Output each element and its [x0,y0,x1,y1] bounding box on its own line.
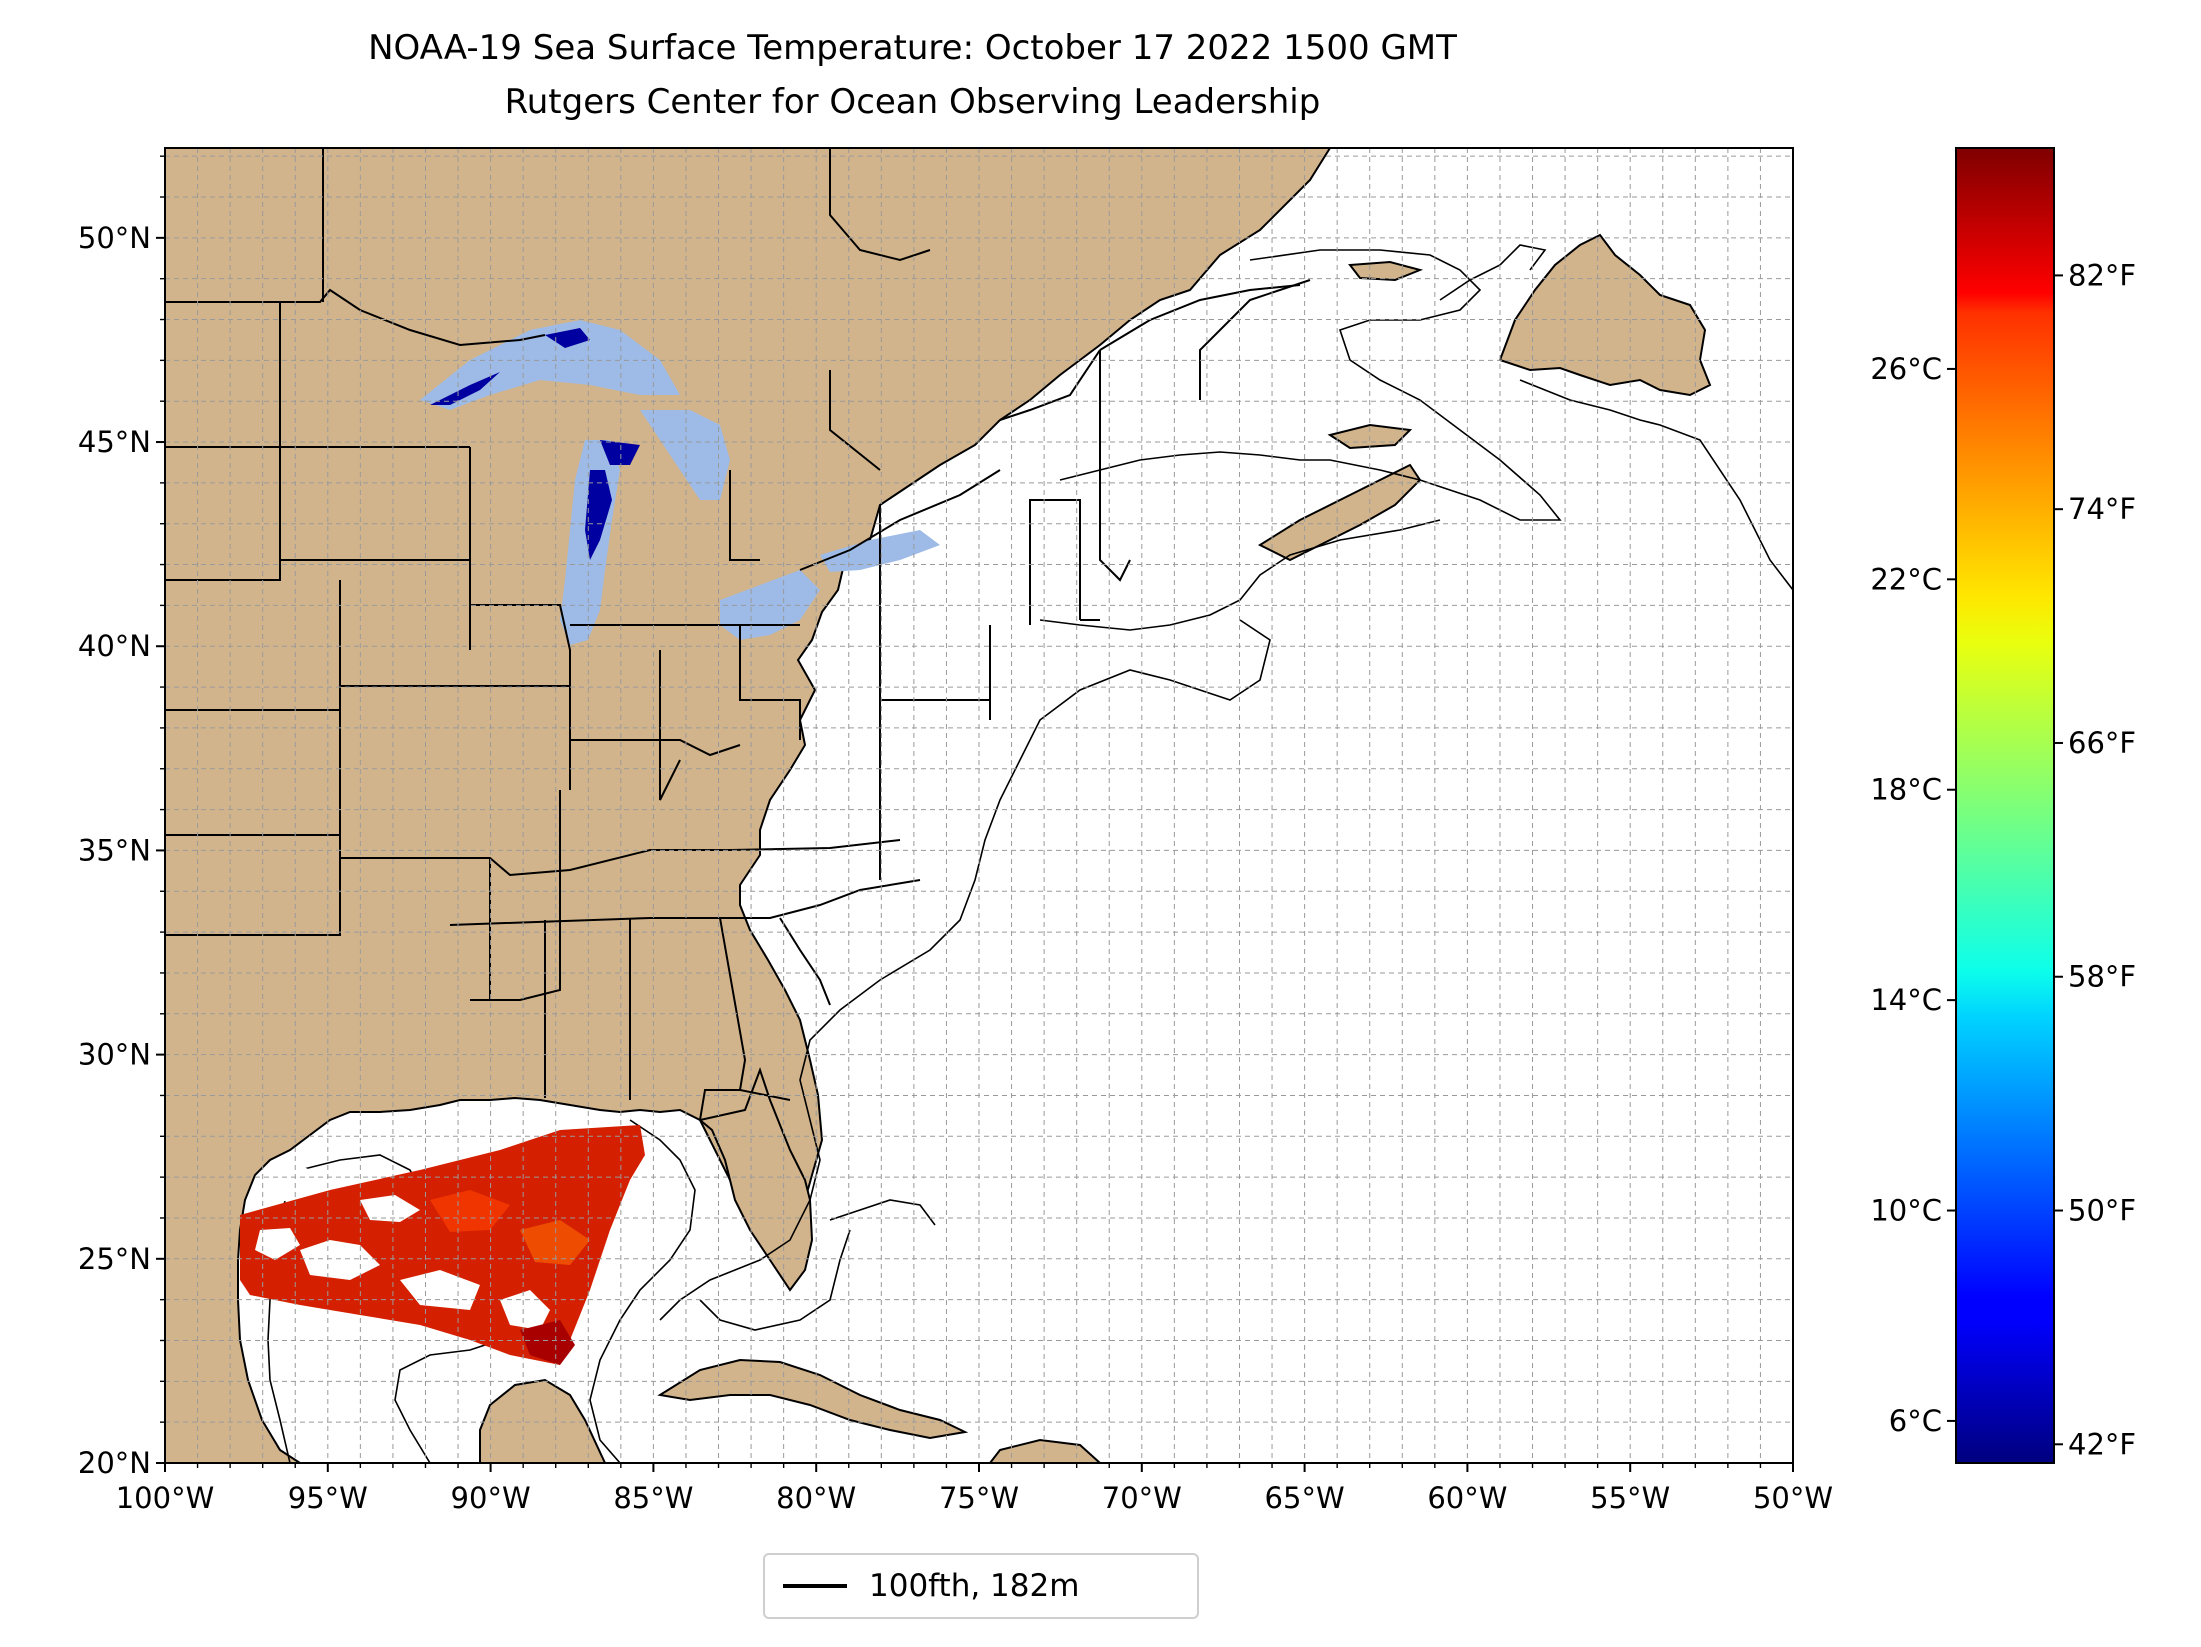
lon-tick-label: 95°W [288,1481,368,1515]
latitude-axis: 20°N 25°N 30°N 35°N 40°N 45°N 50°N [78,155,165,1480]
celsius-tick-label: 18°C [1870,773,1942,807]
colorbar-fahrenheit-ticks: 42°F 50°F 58°F 66°F 74°F 82°F [2054,258,2136,1461]
legend: 100fth, 182m [763,1553,1199,1619]
lat-tick-label: 25°N [78,1242,151,1276]
land-cuba [657,1358,969,1440]
sst-swath [240,1125,645,1365]
fahrenheit-tick-label: 74°F [2068,492,2136,526]
legend-label: 100fth, 182m [869,1568,1080,1604]
lon-tick-label: 85°W [613,1481,693,1515]
celsius-tick-label: 22°C [1870,562,1942,596]
lon-tick-label: 80°W [776,1481,856,1515]
celsius-tick-label: 10°C [1870,1194,1942,1228]
lon-tick-label: 70°W [1102,1481,1182,1515]
colorbar [1955,147,2055,1464]
fahrenheit-tick-label: 58°F [2068,960,2136,994]
lon-tick-label: 55°W [1590,1481,1670,1515]
lat-tick-label: 20°N [78,1446,151,1480]
map-subtitle: Rutgers Center for Ocean Observing Leade… [504,82,1321,122]
map-panel [165,148,1793,1463]
lat-tick-label: 40°N [78,629,151,663]
lon-tick-label: 100°W [116,1481,215,1515]
map-title: NOAA-19 Sea Surface Temperature: October… [368,28,1457,68]
celsius-tick-label: 26°C [1870,352,1942,386]
lat-tick-label: 35°N [78,833,151,867]
map-gridlines [165,148,1793,1463]
lon-tick-label: 60°W [1427,1481,1507,1515]
lat-tick-label: 30°N [78,1038,151,1072]
celsius-tick-label: 14°C [1870,983,1942,1017]
lat-tick-label: 45°N [78,425,151,459]
legend-line-swatch [783,1584,847,1588]
lon-tick-label: 75°W [939,1481,1019,1515]
lake-sst-speckle [430,328,640,560]
land-florida [697,1067,814,1292]
lat-tick-label: 50°N [78,221,151,255]
lon-tick-label: 90°W [451,1481,531,1515]
land-north-america [165,148,1332,1463]
lon-tick-label: 50°W [1753,1481,1833,1515]
fahrenheit-tick-label: 50°F [2068,1194,2136,1228]
land-newfoundland [1498,233,1712,397]
fahrenheit-tick-label: 66°F [2068,726,2136,760]
land-hispaniola [988,1438,1102,1463]
longitude-axis: 100°W 95°W 90°W 85°W 80°W 75°W 70°W 65°W 60°W 55°… [116,1463,1833,1515]
fahrenheit-tick-label: 82°F [2068,258,2136,292]
colorbar-celsius-ticks: 6°C 10°C 14°C 18°C 22°C 26°C [1870,352,1956,1438]
celsius-tick-label: 6°C [1889,1404,1942,1438]
lon-tick-label: 65°W [1265,1481,1345,1515]
fahrenheit-tick-label: 42°F [2068,1427,2136,1461]
